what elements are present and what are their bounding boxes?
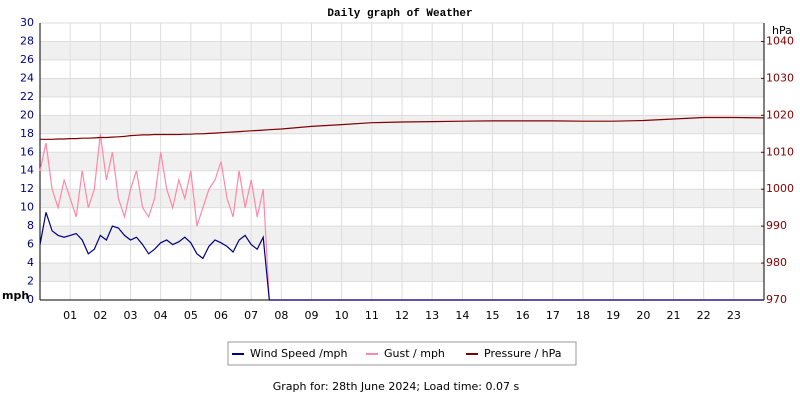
x-tick-label: 22 [697,309,711,322]
y2-tick-label: 1040 [766,34,794,47]
y2-tick-label: 1020 [766,108,794,121]
y-tick-label: 6 [27,238,34,251]
y2-axis-label: hPa [772,24,792,37]
x-tick-label: 12 [395,309,409,322]
y2-tick-label: 1000 [766,182,794,195]
y-tick-label: 4 [27,256,34,269]
x-tick-label: 05 [184,309,198,322]
y-tick-label: 8 [27,219,34,232]
series-line [39,212,764,301]
y-tick-label: 0 [27,293,34,306]
y-tick-label: 12 [20,182,34,195]
x-tick-label: 18 [576,309,590,322]
x-tick-label: 04 [154,309,168,322]
legend-label: Pressure / hPa [484,347,562,360]
x-tick-label: 03 [124,309,138,322]
y2-tick-label: 1010 [766,145,794,158]
x-tick-label: 07 [244,309,258,322]
series-line [40,116,765,140]
x-tick-label: 11 [365,309,379,322]
x-tick-label: 08 [274,309,288,322]
y-axis-label: mph [2,289,29,302]
legend-box [227,341,577,366]
y-tick-label: 20 [20,108,34,121]
x-tick-label: 13 [425,309,439,322]
y-tick-label: 16 [20,145,34,158]
legend-label: Wind Speed /mph [250,347,348,360]
y2-tick-label: 980 [766,256,787,269]
x-tick-label: 01 [63,309,77,322]
x-tick-label: 23 [727,309,741,322]
y-tick-label: 30 [20,16,34,29]
y-tick-label: 28 [20,34,34,47]
x-tick-label: 20 [636,309,650,322]
x-tick-label: 16 [516,309,530,322]
x-tick-label: 09 [305,309,319,322]
y-tick-label: 18 [20,127,34,140]
x-tick-label: 14 [455,309,469,322]
chart-title: Daily graph of Weather [327,8,472,20]
x-tick-label: 02 [93,309,107,322]
y-tick-label: 14 [20,164,34,177]
footer: Graph for: 28th June 2024; Load time: 0.… [273,380,520,393]
x-tick-label: 19 [606,309,620,322]
y-tick-label: 2 [27,275,34,288]
y2-tick-label: 1030 [766,71,794,84]
x-tick-label: 15 [486,309,500,322]
y-tick-label: 10 [20,201,34,214]
y-tick-label: 22 [20,90,34,103]
x-tick-label: 21 [667,309,681,322]
y2-tick-label: 970 [766,293,787,306]
x-tick-label: 17 [546,309,560,322]
x-tick-label: 10 [335,309,349,322]
y-tick-label: 24 [20,71,34,84]
y2-tick-label: 990 [766,219,787,232]
legend-label: Gust / mph [384,347,445,360]
x-tick-label: 06 [214,309,228,322]
y-tick-label: 26 [20,53,34,66]
